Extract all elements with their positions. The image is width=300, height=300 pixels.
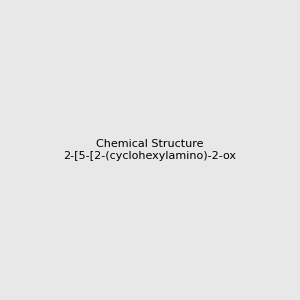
Text: Chemical Structure
2-[5-[2-(cyclohexylamino)-2-ox: Chemical Structure 2-[5-[2-(cyclohexylam… [64, 139, 236, 161]
